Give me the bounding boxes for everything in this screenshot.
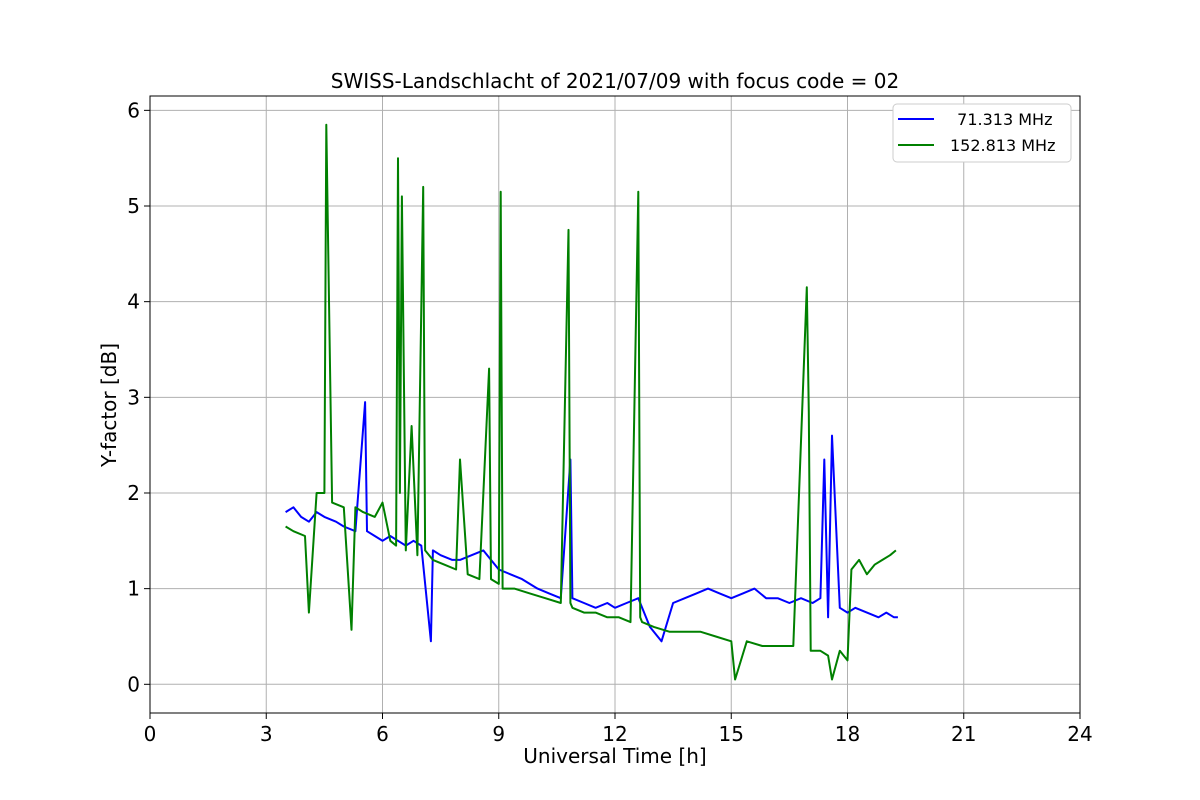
y-tick-label: 5 (127, 194, 140, 218)
y-tick-label: 3 (127, 385, 140, 409)
y-axis: 0 1 2 3 4 5 6 (127, 98, 150, 696)
x-tick-label: 18 (835, 722, 860, 746)
y-tick-label: 4 (127, 290, 140, 314)
x-tick-label: 15 (719, 722, 744, 746)
x-axis: 0 3 6 9 12 15 18 21 24 (144, 713, 1093, 746)
y-tick-label: 0 (127, 672, 140, 696)
y-axis-label: Y-factor [dB] (97, 343, 121, 468)
x-tick-label: 12 (602, 722, 627, 746)
x-tick-label: 3 (260, 722, 273, 746)
x-tick-label: 0 (144, 722, 157, 746)
x-tick-label: 9 (492, 722, 505, 746)
series-layer (285, 123, 898, 681)
y-tick-label: 1 (127, 577, 140, 601)
legend-box (892, 103, 1072, 163)
x-axis-label: Universal Time [h] (523, 744, 706, 768)
x-tick-label: 21 (951, 722, 976, 746)
y-tick-label: 6 (127, 98, 140, 122)
x-tick-label: 6 (376, 722, 389, 746)
legend-label-71-mhz: 71.313 MHz (947, 110, 1052, 129)
x-tick-label: 24 (1067, 722, 1092, 746)
legend: 71.313 MHz 152.813 MHz (892, 103, 1072, 163)
chart-title: SWISS-Landschlacht of 2021/07/09 with fo… (331, 69, 899, 93)
series-line-0 (285, 401, 898, 643)
y-tick-label: 2 (127, 481, 140, 505)
series-line-1 (285, 123, 897, 681)
grid (149, 96, 1081, 713)
legend-label-152-mhz: 152.813 MHz (950, 136, 1055, 155)
